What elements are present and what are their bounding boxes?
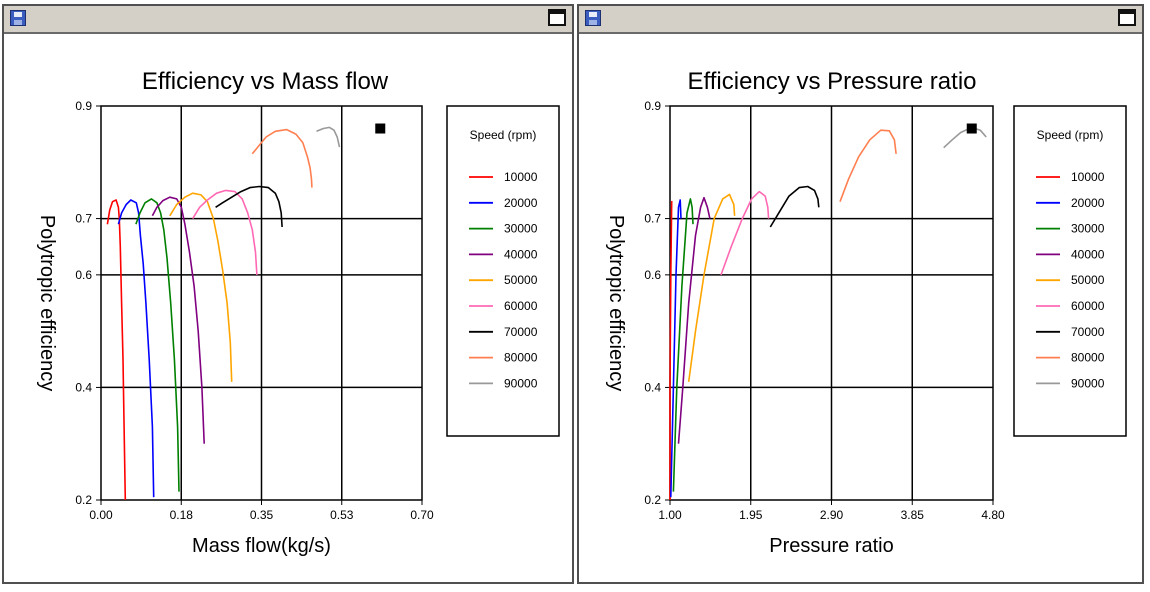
- x-tick-label: 1.95: [739, 508, 763, 522]
- x-tick-label: 2.90: [820, 508, 844, 522]
- legend-entry-40000: 40000: [504, 247, 538, 261]
- maximize-icon[interactable]: [1118, 9, 1136, 26]
- y-tick-label: 0.7: [75, 212, 92, 226]
- y-tick-label: 0.9: [644, 99, 661, 113]
- series-line-50000: [687, 193, 736, 382]
- chart-panel-mass-flow: Efficiency vs Mass flow 0.00 0.18 0.35 0.53 0…: [2, 4, 574, 584]
- series-line-90000: [943, 126, 987, 149]
- series-line-40000: [677, 196, 711, 444]
- x-tick-label: 0.53: [330, 508, 354, 522]
- maximize-icon[interactable]: [548, 9, 566, 26]
- y-axis-label: Polytropic efficiency: [36, 215, 58, 391]
- y-tick-label: 0.9: [75, 99, 92, 113]
- legend-title: Speed (rpm): [1037, 128, 1104, 142]
- chart-title: Efficiency vs Mass flow: [142, 68, 389, 95]
- y-tick-label: 0.7: [644, 212, 661, 226]
- y-tick-label: 0.2: [644, 493, 661, 507]
- legend-entry-90000: 90000: [504, 376, 538, 390]
- legend-entry-40000: 40000: [1071, 247, 1105, 261]
- x-axis-label: Mass flow(kg/s): [192, 535, 331, 557]
- x-tick-label: 0.70: [410, 508, 434, 522]
- x-axis-label: Pressure ratio: [769, 535, 894, 557]
- legend-entry-60000: 60000: [504, 299, 538, 313]
- x-tick-label: 4.80: [981, 508, 1005, 522]
- legend-entry-50000: 50000: [504, 273, 538, 287]
- series-line-80000: [251, 128, 313, 188]
- legend-entry-10000: 10000: [1071, 170, 1105, 184]
- legend-entry-20000: 20000: [504, 196, 538, 210]
- chart-title: Efficiency vs Pressure ratio: [688, 68, 977, 95]
- legend-title: Speed (rpm): [470, 128, 537, 142]
- series-line-30000: [135, 198, 180, 492]
- legend-entry-80000: 80000: [504, 351, 538, 365]
- save-icon[interactable]: [585, 10, 601, 26]
- series-line-10000: [669, 200, 673, 500]
- series-line-20000: [117, 199, 155, 498]
- y-tick-label: 0.2: [75, 493, 92, 507]
- series-line-60000: [192, 189, 258, 275]
- legend-entry-20000: 20000: [1071, 196, 1105, 210]
- series-line-70000: [769, 185, 820, 228]
- operating-point-marker: [966, 123, 977, 134]
- x-tick-label: 3.85: [901, 508, 925, 522]
- y-tick-label: 0.6: [75, 268, 92, 282]
- series-line-40000: [151, 196, 205, 444]
- legend-box: [446, 105, 560, 437]
- operating-point-marker: [375, 123, 386, 134]
- y-axis-label: Polytropic efficiency: [605, 215, 627, 391]
- legend-entry-10000: 10000: [504, 170, 538, 184]
- chart-panel-pressure-ratio: Efficiency vs Pressure ratio 1.00 1.95 2.90…: [577, 4, 1144, 584]
- panel-titlebar: [4, 6, 572, 34]
- y-tick-label: 0.4: [75, 380, 92, 394]
- x-tick-label: 0.35: [250, 508, 274, 522]
- legend-entry-80000: 80000: [1071, 351, 1105, 365]
- y-tick-label: 0.6: [644, 268, 661, 282]
- chart-mass-flow: Efficiency vs Mass flow 0.00 0.18 0.35 0.53 0…: [36, 68, 560, 557]
- legend-entry-90000: 90000: [1071, 376, 1105, 390]
- series-line-50000: [169, 192, 233, 382]
- legend-entry-30000: 30000: [504, 222, 538, 236]
- legend-entry-30000: 30000: [1071, 222, 1105, 236]
- panel-titlebar: [579, 6, 1142, 34]
- series-line-30000: [672, 198, 694, 492]
- series-line-60000: [720, 190, 770, 276]
- series-line-90000: [316, 126, 341, 148]
- legend-box: [1013, 105, 1127, 437]
- legend-entry-70000: 70000: [1071, 325, 1105, 339]
- x-tick-label: 0.00: [89, 508, 113, 522]
- plot-frame: [100, 105, 423, 501]
- x-tick-label: 0.18: [170, 508, 194, 522]
- series-line-80000: [839, 129, 897, 202]
- legend-entry-50000: 50000: [1071, 273, 1105, 287]
- chart-pressure-ratio: Efficiency vs Pressure ratio 1.00 1.95 2.90…: [605, 68, 1127, 557]
- series-line-20000: [670, 199, 682, 498]
- save-icon[interactable]: [10, 10, 26, 26]
- x-tick-label: 1.00: [658, 508, 682, 522]
- series-line-70000: [215, 185, 283, 228]
- legend-entry-60000: 60000: [1071, 299, 1105, 313]
- y-tick-label: 0.4: [644, 380, 661, 394]
- legend-entry-70000: 70000: [504, 325, 538, 339]
